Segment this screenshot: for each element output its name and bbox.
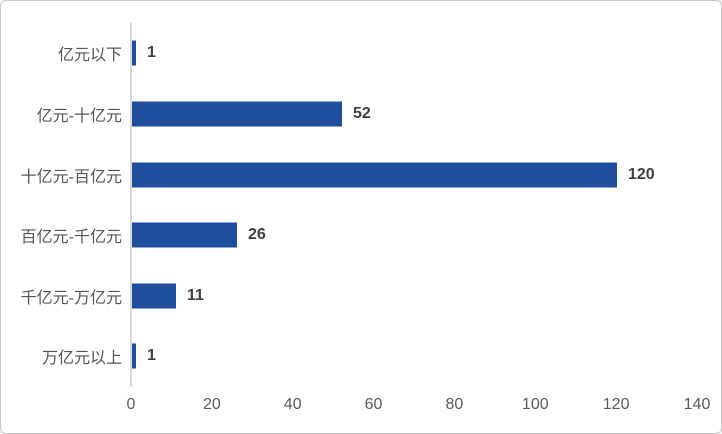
x-tick-label: 20 [202, 396, 221, 413]
value-label: 11 [187, 286, 204, 304]
category-label: 百亿元-千亿元 [20, 229, 122, 247]
bar [132, 162, 617, 187]
value-label: 52 [353, 104, 371, 122]
bar [132, 283, 176, 309]
x-tick-label: 100 [521, 396, 549, 413]
category-label: 亿元-十亿元 [36, 107, 122, 125]
x-tick-label: 80 [445, 396, 464, 413]
y-axis-line [130, 23, 132, 387]
category-label: 万亿元以上 [41, 350, 122, 368]
x-tick-label: 60 [364, 396, 383, 413]
bar [132, 40, 136, 66]
category-label: 十亿元-百亿元 [20, 168, 122, 186]
value-label: 1 [147, 347, 156, 365]
bar [132, 222, 237, 248]
category-label: 千亿元-万亿元 [20, 289, 122, 307]
bar [132, 101, 342, 127]
x-tick-label: 120 [602, 396, 630, 413]
x-tick-label: 0 [126, 396, 136, 413]
category-label: 亿元以下 [57, 47, 122, 65]
value-label: 26 [248, 226, 266, 244]
x-tick-label: 140 [683, 396, 711, 413]
value-label: 120 [628, 165, 655, 183]
bar [132, 343, 136, 369]
value-label: 1 [147, 44, 156, 62]
x-tick-label: 40 [283, 396, 302, 413]
